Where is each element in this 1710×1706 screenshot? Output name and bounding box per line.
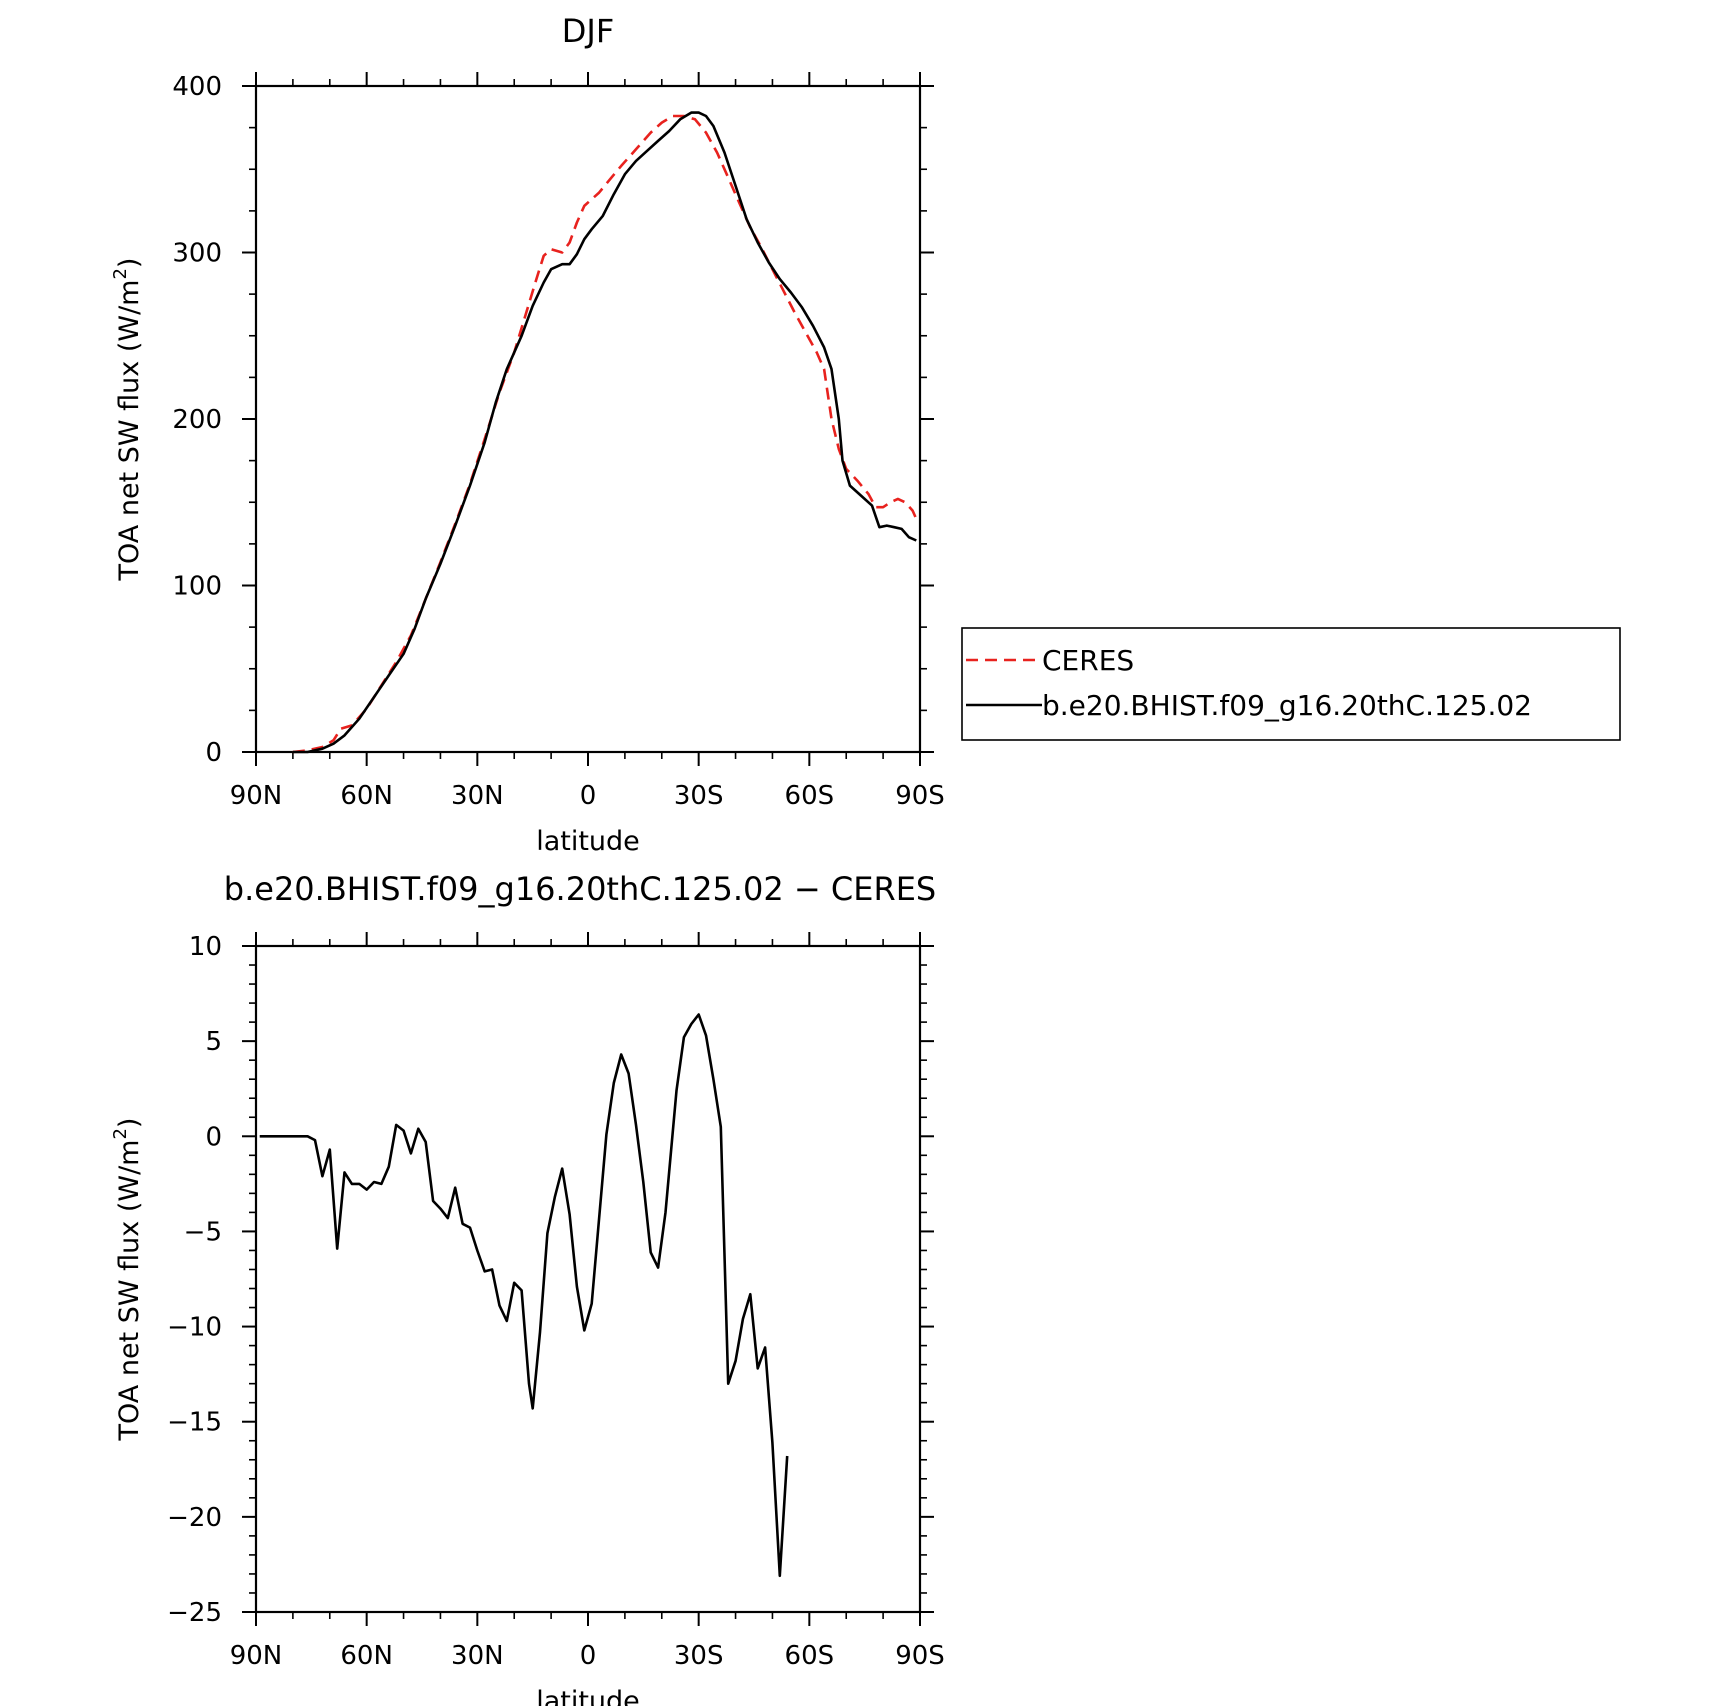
x-tick-label: 30S — [674, 781, 724, 811]
y-axis-label-sup: 2 — [110, 1128, 131, 1139]
legend-label: CERES — [1042, 644, 1134, 677]
legend-label: b.e20.BHIST.f09_g16.20thC.125.02 — [1042, 689, 1532, 722]
legend-box — [961, 627, 1621, 741]
y-tick-label: 5 — [205, 1027, 222, 1057]
x-axis-label: latitude — [536, 1686, 640, 1706]
x-tick-label: 30N — [451, 1641, 504, 1671]
y-axis-label-main: TOA net SW flux (W/m — [114, 280, 145, 582]
y-tick-label: 0 — [205, 1122, 222, 1152]
x-tick-label: 30S — [674, 1641, 724, 1671]
y-axis-label-main: TOA net SW flux (W/m — [114, 1140, 145, 1442]
y-tick-label: 200 — [172, 405, 222, 435]
y-tick-label: 10 — [189, 932, 222, 962]
panel-top-djf: 90N 60N 30N 0 30S 60S 90S 0 100 200 300 400 DJF latit… — [110, 12, 945, 857]
plot-frame-1 — [254, 944, 922, 1614]
x-tick-label: 90S — [895, 781, 945, 811]
x-tick-label: 60S — [785, 1641, 835, 1671]
series-line-model — [292, 111, 917, 754]
x-tick-label: 60N — [340, 781, 393, 811]
y-axis-label: TOA net SW flux (W/m2) — [110, 258, 145, 582]
panel-title: DJF — [562, 12, 614, 50]
series-line-ceres — [292, 114, 918, 754]
y-tick-label: −20 — [167, 1503, 222, 1533]
y-axis-label: TOA net SW flux (W/m2) — [110, 1118, 145, 1442]
panel-bottom-difference: 90N 60N 30N 0 30S 60S 90S −25 −20 −15 −10 −5 0 5 10b.e… — [110, 870, 945, 1706]
y-tick-label: −10 — [167, 1313, 222, 1343]
y-tick-label: −25 — [167, 1598, 222, 1628]
legend: CERES b.e20.BHIST.f09_g16.20thC.125.02 — [961, 627, 1621, 741]
y-tick-label: −15 — [167, 1408, 222, 1438]
y-tick-label: 0 — [205, 738, 222, 768]
x-tick-label: 60N — [340, 1641, 393, 1671]
y-tick-label: −5 — [184, 1217, 222, 1247]
series-line-model — [259, 1013, 789, 1578]
x-tick-label: 90N — [230, 781, 283, 811]
y-axis-label-tail: ) — [114, 1118, 145, 1129]
y-tick-label: 300 — [172, 239, 222, 269]
x-tick-label: 30N — [451, 781, 504, 811]
x-tick-label: 90N — [230, 1641, 283, 1671]
x-tick-label: 0 — [580, 1641, 597, 1671]
y-axis-label-sup: 2 — [110, 268, 131, 279]
x-tick-label: 0 — [580, 781, 597, 811]
y-tick-label: 400 — [172, 72, 222, 102]
plot-frame-0 — [254, 84, 922, 754]
y-tick-label: 100 — [172, 572, 222, 602]
x-tick-label: 90S — [895, 1641, 945, 1671]
panel-title: b.e20.BHIST.f09_g16.20thC.125.02 − CERES — [224, 870, 936, 908]
y-axis-label-tail: ) — [114, 258, 145, 269]
x-tick-label: 60S — [785, 781, 835, 811]
x-axis-label: latitude — [536, 826, 640, 857]
